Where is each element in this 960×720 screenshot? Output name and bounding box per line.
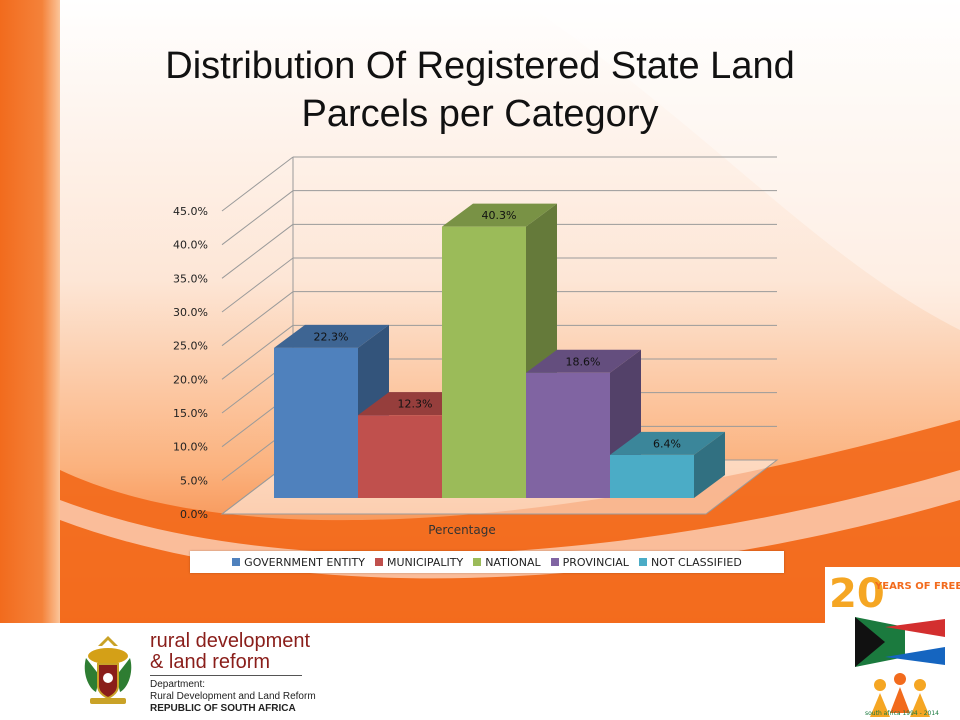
legend-label: MUNICIPALITY [386, 555, 464, 569]
title-line-2: Parcels per Category [301, 93, 659, 135]
gridline-side [221, 291, 294, 347]
dept-divider [150, 675, 302, 676]
bar-front [358, 415, 442, 498]
y-axis-ticks: 0.0% 5.0% 10.0% 15.0% 20.0% 25.0% 30.0% 35.0% 40… [173, 205, 208, 521]
y-tick-label: 40.0% [173, 239, 208, 252]
coat-of-arms-icon [84, 636, 132, 704]
bar-top [526, 349, 641, 373]
bar-top [610, 431, 725, 455]
dept-name-line-2: & land reform [150, 651, 271, 673]
gridline-side [221, 156, 294, 212]
y-tick-label: 35.0% [173, 272, 208, 285]
bar-front [274, 347, 358, 498]
x-axis-label: Percentage [428, 523, 496, 537]
y-tick-label: 5.0% [180, 474, 208, 487]
y-tick-label: 20.0% [173, 373, 208, 386]
data-label: 22.3% [314, 330, 349, 343]
country-name: REPUBLIC OF SOUTH AFRICA [150, 703, 296, 714]
gridline-side [221, 190, 294, 246]
bar-side [694, 431, 725, 498]
department-label: Department: [150, 679, 206, 690]
bar-front [526, 372, 610, 498]
y-tick-label: 10.0% [173, 441, 208, 454]
legend-swatch [550, 558, 559, 566]
badge-number: 20 [829, 571, 885, 617]
bar-top [442, 203, 557, 227]
data-label: 18.6% [566, 355, 601, 368]
legend-label: NOT CLASSIFIED [650, 555, 742, 569]
department-logo-text: rural development & land reform [150, 631, 310, 673]
dept-name-line-1: rural development [150, 630, 311, 652]
y-tick-label: 45.0% [173, 205, 208, 218]
department-details: Department: Rural Development and Land R… [150, 679, 316, 715]
y-tick-label: 30.0% [173, 306, 208, 319]
slide-title: Distribution Of Registered State Land Pa… [60, 42, 900, 138]
data-label: 12.3% [398, 398, 433, 411]
chart-bars [274, 203, 725, 498]
legend-item: PROVINCIAL [550, 555, 629, 569]
title-line-1: Distribution Of Registered State Land [165, 45, 795, 87]
badge-subtext: south africa 1994 - 2014 [865, 710, 939, 717]
gridline-side [221, 324, 294, 380]
legend-swatch [473, 558, 482, 566]
legend-item: NATIONAL [473, 555, 541, 569]
legend-swatch [374, 558, 383, 566]
bar-front [442, 226, 526, 498]
legend-item: GOVERNMENT ENTITY [232, 556, 365, 569]
department-name: Rural Development and Land Reform [150, 691, 316, 702]
gridline-side [221, 223, 294, 279]
data-label: 6.4% [653, 437, 681, 450]
bar-top [274, 324, 389, 348]
chart-legend: GOVERNMENT ENTITY MUNICIPALITY NATIONAL PRO… [190, 551, 784, 573]
bar-provincial [526, 349, 641, 498]
data-labels: 22.3% 12.3% 40.3% 18.6% 6.4% [314, 209, 681, 450]
legend-item: MUNICIPALITY [374, 555, 464, 569]
y-tick-label: 15.0% [173, 407, 208, 420]
gridline-side [221, 257, 294, 313]
badge-text: YEARS OF FREEDOM [874, 581, 960, 592]
legend-label: NATIONAL [485, 555, 541, 569]
legend-swatch [638, 558, 647, 566]
y-tick-label: 0.0% [180, 508, 208, 521]
data-label: 40.3% [482, 209, 517, 222]
legend-label: PROVINCIAL [562, 555, 629, 569]
y-tick-label: 25.0% [173, 340, 208, 353]
20-years-of-freedom-logo: 20 YEARS OF FREEDOM south africa 1994 - … [825, 567, 960, 720]
legend-label: GOVERNMENT ENTITY [244, 555, 365, 569]
legend-swatch [232, 558, 241, 566]
bar-not-classified [610, 431, 725, 498]
legend-item: NOT CLASSIFIED [638, 555, 742, 569]
footer: rural development & land reform Departme… [0, 623, 960, 720]
bar-front [610, 454, 694, 498]
bar-chart: 0.0% 5.0% 10.0% 15.0% 20.0% 25.0% 30.0% 35.0% 40… [173, 156, 779, 537]
